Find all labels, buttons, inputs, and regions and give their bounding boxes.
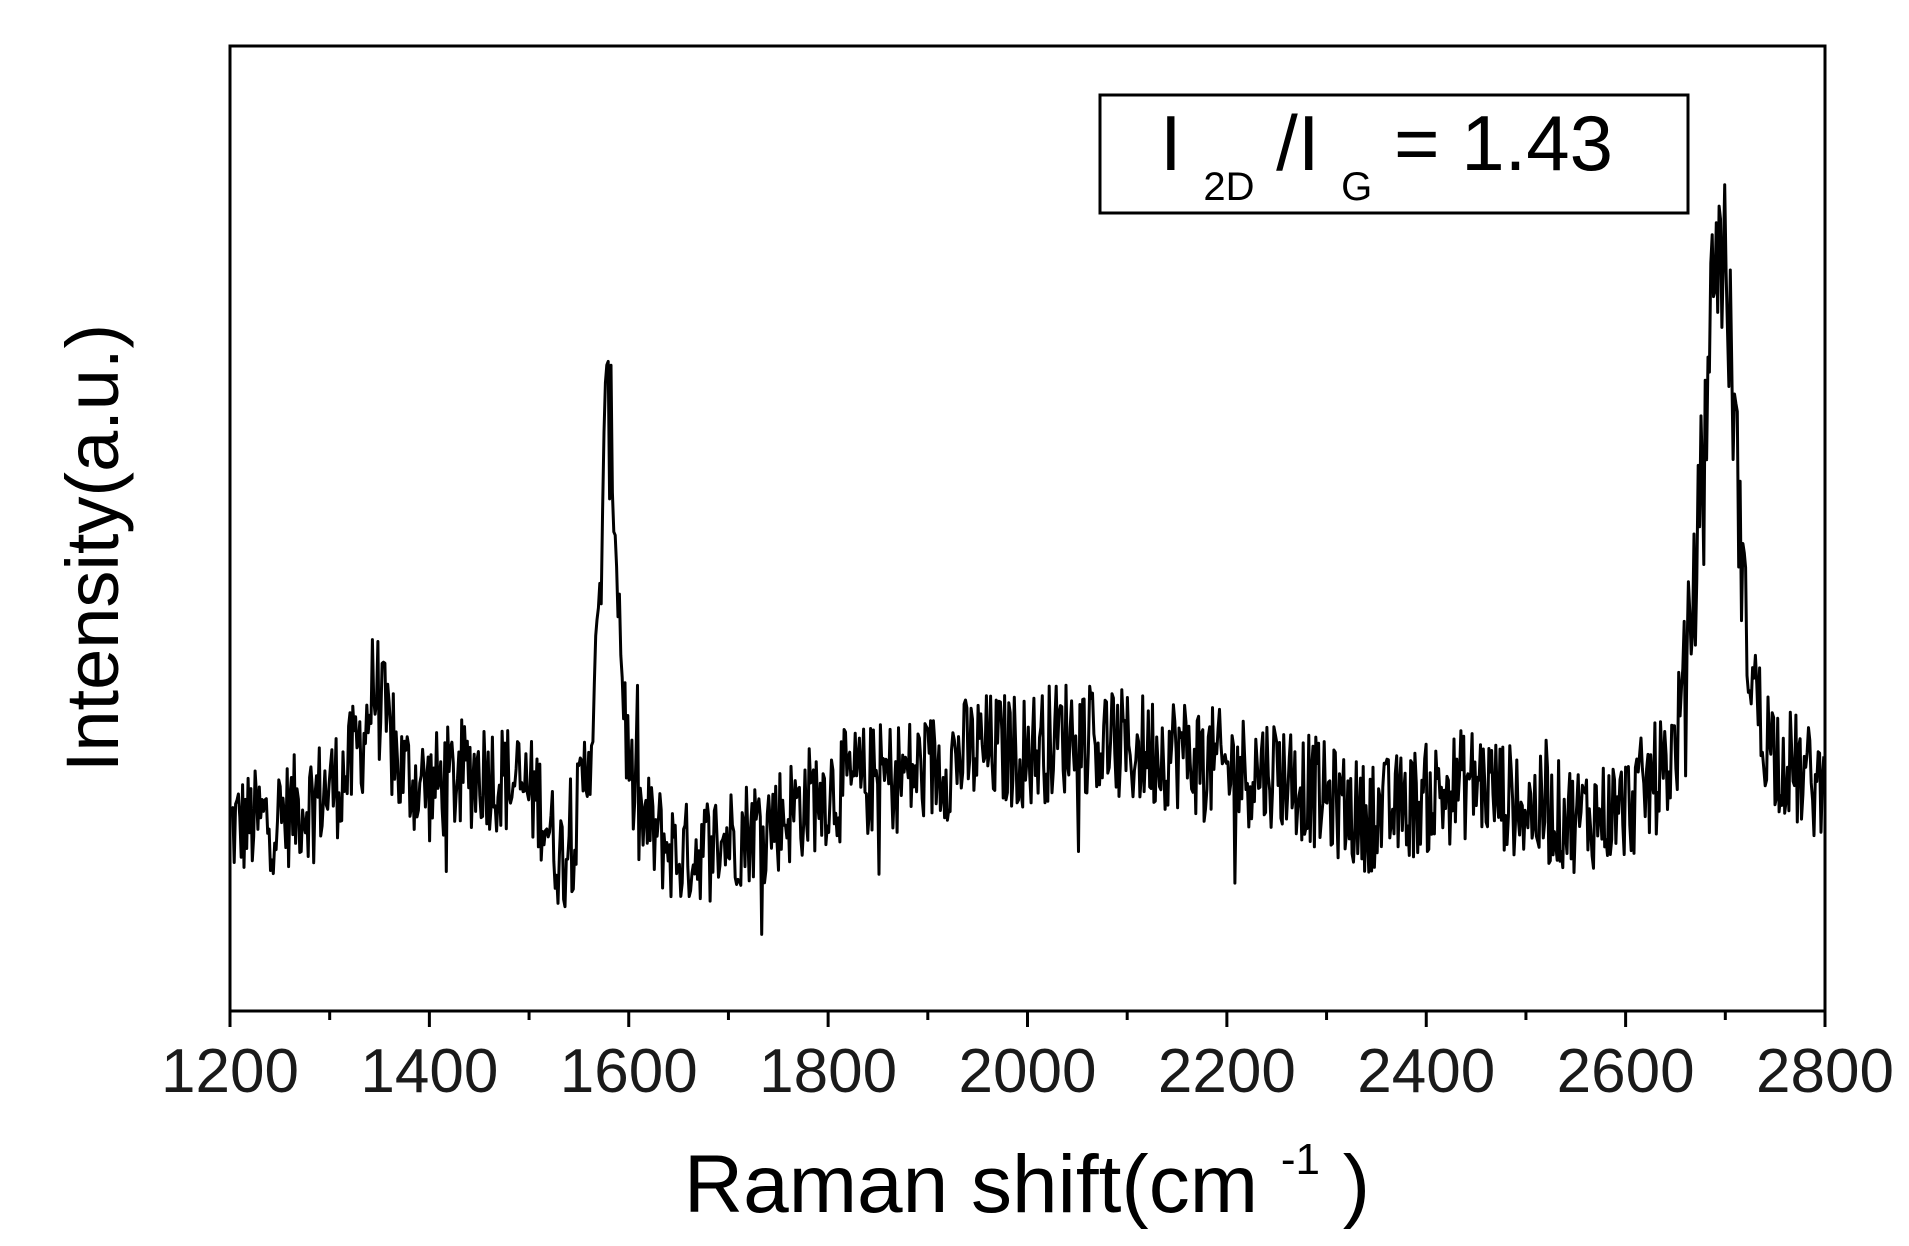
ratio-annotation: I 2D /I G = 1.43 [1098,93,1690,217]
x-axis-title-main: Raman shift(cm [684,1139,1258,1230]
x-tick-marks [228,1011,1827,1027]
x-tick-label: 2200 [1158,1037,1296,1106]
annotation-value: = 1.43 [1394,99,1613,187]
x-tick-label: 2600 [1557,1037,1695,1106]
x-axis-title-close: ) [1343,1139,1370,1230]
x-tick-label: 1200 [161,1037,299,1106]
annotation-sub-2d: 2D [1203,165,1254,209]
x-tick-label: 2400 [1357,1037,1495,1106]
annotation-slash-i: /I [1276,99,1319,187]
annotation-text: I 2D /I G = 1.43 [1160,99,1613,217]
annotation-i1: I [1160,99,1182,187]
x-axis-title: Raman shift(cm -1 ) [684,1101,1370,1230]
annotation-sub-g: G [1341,165,1372,209]
x-tick-label: 1600 [560,1037,698,1106]
spectrum-line [228,183,1826,936]
x-tick-label: 1800 [759,1037,897,1106]
y-axis-title: Intensity(a.u.) [51,324,134,772]
x-tick-label: 1400 [360,1037,498,1106]
x-axis-title-sup: -1 [1281,1135,1320,1184]
annotation-box [1098,93,1690,215]
x-tick-label: 2800 [1756,1037,1894,1106]
x-tick-label: 2000 [959,1037,1097,1106]
x-tick-labels: 1200 1400 1600 1800 2000 2200 2400 2600 2800 [161,1037,1894,1106]
